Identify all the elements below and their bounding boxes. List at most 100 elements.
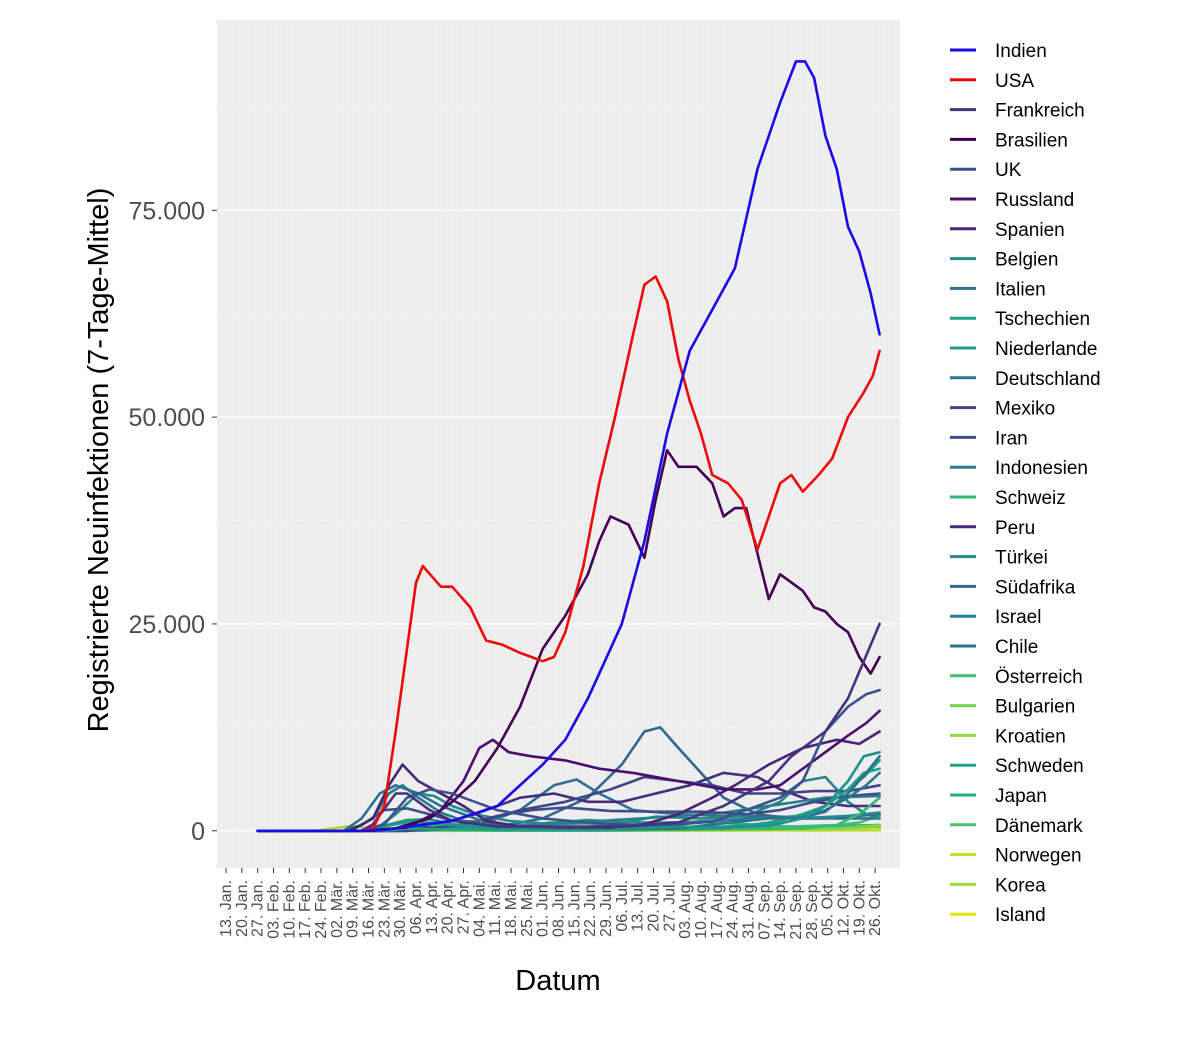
legend-item: Italien bbox=[950, 279, 1046, 300]
legend-item: Frankreich bbox=[950, 101, 1085, 122]
legend-label: Deutschland bbox=[995, 369, 1101, 390]
legend-item: Niederlande bbox=[950, 339, 1097, 360]
x-tick-label: 02. Mär. bbox=[329, 880, 346, 938]
x-tick-label: 24. Feb. bbox=[313, 880, 330, 939]
legend-label: USA bbox=[995, 71, 1034, 92]
legend-label: Türkei bbox=[995, 548, 1048, 569]
legend-item: Bulgarien bbox=[950, 697, 1075, 718]
legend-label: Mexiko bbox=[995, 399, 1055, 420]
x-tick-label: 12. Okt. bbox=[835, 880, 852, 936]
y-tick-label: 25.000 bbox=[129, 611, 205, 639]
x-tick-label: 13. Apr. bbox=[424, 880, 441, 934]
legend: Indien USA Frankreich Brasilien UK Russland Sp… bbox=[950, 41, 1101, 926]
x-tick-label: 23. Mär. bbox=[376, 880, 393, 938]
legend-item: Korea bbox=[950, 875, 1046, 896]
x-tick-label: 16. Mär. bbox=[361, 880, 378, 938]
x-tick-label: 20. Jan. bbox=[234, 880, 251, 937]
legend-label: Schweden bbox=[995, 756, 1084, 777]
x-tick-label: 30. Mär. bbox=[392, 880, 409, 938]
x-tick-label: 27. Jan. bbox=[250, 880, 267, 937]
series-line-russland bbox=[256, 709, 881, 833]
x-tick-label: 13. Jan. bbox=[218, 880, 235, 937]
legend-item: Südafrika bbox=[950, 577, 1076, 598]
x-tick-label: 11. Mai. bbox=[487, 880, 504, 936]
x-tick-label: 27. Apr. bbox=[456, 880, 473, 934]
x-tick-label: 07. Sep. bbox=[756, 880, 773, 940]
x-tick-label: 27. Jul. bbox=[661, 880, 678, 932]
legend-label: Korea bbox=[995, 875, 1046, 896]
x-axis-ticks: 13. Jan.20. Jan.27. Jan.03. Feb.10. Feb.… bbox=[218, 868, 884, 940]
x-tick-label: 26. Okt. bbox=[867, 880, 884, 936]
legend-label: Russland bbox=[995, 190, 1074, 211]
legend-item: Kroatien bbox=[950, 726, 1066, 747]
legend-label: Südafrika bbox=[995, 577, 1076, 598]
legend-item: Mexiko bbox=[950, 399, 1055, 420]
legend-label: Tschechien bbox=[995, 309, 1090, 330]
legend-label: Spanien bbox=[995, 220, 1065, 241]
y-axis-title: Registrierte Neuinfektionen (7-Tage-Mitt… bbox=[83, 188, 115, 733]
legend-label: Frankreich bbox=[995, 101, 1085, 122]
y-tick-label: 0 bbox=[191, 818, 205, 846]
legend-label: Niederlande bbox=[995, 339, 1097, 360]
x-tick-label: 24. Aug. bbox=[725, 880, 742, 939]
legend-label: Island bbox=[995, 905, 1046, 926]
x-tick-label: 10. Feb. bbox=[281, 880, 298, 939]
legend-item: Brasilien bbox=[950, 130, 1068, 151]
legend-item: Norwegen bbox=[950, 846, 1082, 867]
series-line-usa bbox=[256, 275, 881, 833]
x-tick-label: 03. Aug. bbox=[677, 880, 694, 939]
x-tick-label: 01. Jun. bbox=[535, 880, 552, 937]
legend-item: Schweiz bbox=[950, 488, 1066, 509]
legend-label: Belgien bbox=[995, 250, 1058, 271]
legend-label: Brasilien bbox=[995, 130, 1068, 151]
legend-label: Indonesien bbox=[995, 458, 1088, 479]
legend-item: Türkei bbox=[950, 548, 1048, 569]
x-tick-label: 22. Jun. bbox=[582, 880, 599, 937]
x-tick-label: 04. Mai. bbox=[471, 880, 488, 937]
series-line-belgien bbox=[256, 750, 881, 833]
series-line-indien bbox=[256, 60, 881, 833]
x-tick-label: 15. Jun. bbox=[566, 880, 583, 937]
x-tick-label: 17. Aug. bbox=[709, 880, 726, 939]
legend-item: Spanien bbox=[950, 220, 1065, 241]
legend-label: Bulgarien bbox=[995, 697, 1075, 718]
x-tick-label: 20. Apr. bbox=[440, 880, 457, 934]
series-lines bbox=[256, 60, 881, 833]
series-line-frankreich bbox=[256, 622, 881, 833]
grid-lines bbox=[216, 20, 901, 868]
legend-label: Peru bbox=[995, 518, 1035, 539]
legend-item: UK bbox=[950, 160, 1022, 181]
legend-item: Peru bbox=[950, 518, 1035, 539]
x-tick-label: 31. Aug. bbox=[740, 880, 757, 939]
x-tick-label: 13. Jul. bbox=[630, 880, 647, 932]
x-tick-label: 08. Jun. bbox=[551, 880, 568, 937]
legend-label: Iran bbox=[995, 428, 1028, 449]
x-tick-label: 14. Sep. bbox=[772, 880, 789, 940]
legend-label: Israel bbox=[995, 607, 1041, 628]
legend-item: Dänemark bbox=[950, 816, 1083, 837]
legend-label: Österreich bbox=[995, 667, 1083, 688]
y-tick-label: 75.000 bbox=[129, 197, 205, 225]
legend-label: Italien bbox=[995, 279, 1046, 300]
x-tick-label: 06. Jul. bbox=[614, 880, 631, 932]
legend-item: Indonesien bbox=[950, 458, 1088, 479]
legend-item: Schweden bbox=[950, 756, 1084, 777]
legend-item: Israel bbox=[950, 607, 1041, 628]
x-tick-label: 28. Sep. bbox=[804, 880, 821, 940]
x-tick-label: 19. Okt. bbox=[851, 880, 868, 936]
legend-item: Deutschland bbox=[950, 369, 1101, 390]
x-axis-title: Datum bbox=[515, 965, 600, 997]
legend-item: Österreich bbox=[950, 667, 1083, 688]
legend-item: Chile bbox=[950, 637, 1038, 658]
x-tick-label: 21. Sep. bbox=[788, 880, 805, 940]
y-tick-label: 50.000 bbox=[129, 404, 205, 432]
x-tick-label: 25. Mai. bbox=[519, 880, 536, 937]
legend-item: Russland bbox=[950, 190, 1074, 211]
legend-item: Japan bbox=[950, 786, 1047, 807]
series-line-brasilien bbox=[256, 448, 881, 833]
y-axis-ticks: 0 25.000 50.000 75.000 bbox=[129, 197, 217, 846]
legend-label: Norwegen bbox=[995, 846, 1082, 867]
legend-item: Tschechien bbox=[950, 309, 1090, 330]
legend-label: Kroatien bbox=[995, 726, 1066, 747]
